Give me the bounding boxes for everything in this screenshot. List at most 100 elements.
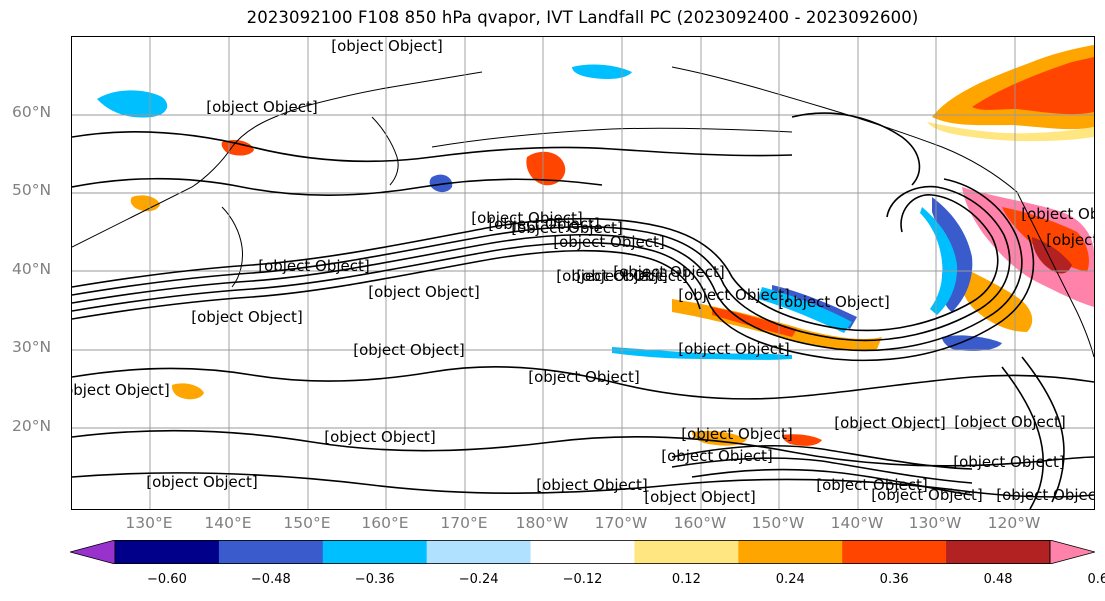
lon-label-140w: 140°W [830, 514, 884, 532]
shading-cyan-nw [97, 90, 168, 118]
colorbar-tick-label: 0.36 [879, 572, 909, 587]
lon-label-180w: 180°W [515, 514, 569, 532]
contour-label: [object Object] [953, 453, 1065, 471]
colorbar-tick-label: 0.24 [775, 572, 805, 587]
contour-south-1 [72, 365, 1094, 400]
map-canvas: [object Object] [object Object] [object … [72, 37, 1094, 509]
coastline-asia [72, 71, 483, 248]
lon-label-170w: 170°W [594, 514, 648, 532]
lon-label-170e: 170°E [440, 514, 488, 532]
contour-label: [object Object] [206, 98, 318, 116]
lat-label-60n: 60°N [12, 103, 52, 121]
contour-label: [object Object] [816, 476, 928, 494]
lat-label-30n: 30°N [12, 338, 52, 356]
colorbar-segment [842, 540, 947, 564]
colorbar-tick-label: −0.36 [354, 572, 395, 587]
contour-jet-4 [72, 234, 1035, 362]
colorbar-tick-label: −0.12 [562, 572, 603, 587]
contour-label: [object Object] [146, 473, 258, 491]
shading-orange-blob-180 [526, 151, 566, 186]
lat-label-20n: 20°N [12, 417, 52, 435]
contour-label: [object Object] [613, 263, 725, 281]
shading-red-ne [972, 57, 1094, 115]
contour-label: [object Object] [871, 486, 983, 504]
contour-label: [object Object] [331, 37, 443, 55]
colorbar-tick-label: 0.60 [1087, 572, 1105, 587]
contour-label: [object Object] [488, 215, 600, 233]
colorbar-segment [634, 540, 739, 564]
lon-label-140e: 140°E [204, 514, 252, 532]
lon-label-150e: 150°E [283, 514, 331, 532]
contour-label: [object Object] [996, 486, 1094, 504]
lon-label-120w: 120°W [987, 514, 1041, 532]
coastline-na-west [1016, 191, 1094, 358]
contour-east-south-2 [1001, 366, 1045, 509]
shading-red-coast [1002, 207, 1089, 272]
shading-cyan-east-low [942, 335, 1002, 351]
colorbar-tick-label: 0.48 [983, 572, 1013, 587]
contour-label: [object Object] [576, 267, 688, 285]
contour-label: [object Object] [644, 488, 756, 506]
colorbar-segment [426, 540, 532, 564]
colorbar-segment [946, 540, 1051, 564]
lon-label-150w: 150°W [751, 514, 805, 532]
colorbar-tick-label: −0.60 [147, 572, 187, 587]
shading-orange-coast-lower [960, 267, 1033, 332]
colorbar-segment [218, 540, 324, 564]
lon-label-160w: 160°W [673, 514, 727, 532]
contour-se-3 [691, 468, 973, 496]
contour-label: [object Object] [528, 368, 640, 386]
colorbar-tick-label: −0.48 [250, 572, 291, 587]
contour-jet-5 [72, 249, 701, 320]
contour-label: [object Object] [678, 340, 790, 358]
contour-jet-2 [72, 185, 1011, 342]
shading-orange-20n-east [782, 434, 822, 446]
shading-cyan-30n [612, 347, 792, 360]
contour-label: [object Object] [353, 341, 465, 359]
contour-east-south [1021, 356, 1065, 503]
colorbar-outline [114, 540, 1051, 564]
contour-label: [object Object] [661, 447, 773, 465]
contour-se-2 [671, 457, 973, 484]
shading-darkred-coast [1032, 237, 1072, 274]
contour-label: [object Object] [368, 283, 480, 301]
colorbar-segments [70, 540, 1095, 564]
colorbar [70, 540, 1095, 564]
lon-label-160e: 160°E [361, 514, 409, 532]
contour-east-loop [791, 112, 921, 186]
contour-north-2 [72, 177, 603, 197]
shading-yellow-ne [927, 122, 1094, 142]
colorbar-segment [738, 540, 843, 564]
contour-label-layer: [object Object] [object Object] [object … [72, 37, 1094, 506]
contour-label: [object Object] [954, 413, 1066, 431]
colorbar-tick-label: −0.24 [458, 572, 499, 587]
shading-cyan-north [572, 64, 632, 80]
coastline-aleutians [431, 127, 793, 148]
colorbar-segment [115, 540, 220, 564]
colorbar-segment [322, 540, 428, 564]
contour-jet-3 [72, 178, 1023, 352]
coastline-japan [221, 206, 243, 288]
shading-orange-nw [221, 139, 254, 156]
contour-label: [object Object] [834, 414, 946, 432]
coastline-kamchatka [371, 116, 399, 186]
contour-label: [object Object] [324, 428, 436, 446]
shading-orange-20n [692, 430, 747, 446]
shading-orange-w [130, 195, 160, 212]
contour-label: [object Object] [778, 293, 890, 311]
coastline-layer [72, 66, 1094, 358]
colorbar-extend-high [1049, 540, 1095, 564]
lat-label-40n: 40°N [12, 260, 52, 278]
contour-label: [object Object] [471, 209, 583, 227]
graticule-layer [72, 37, 1094, 509]
contour-label: [object Object] [191, 308, 303, 326]
lat-label-50n: 50°N [12, 181, 52, 199]
shading-orange-sw [172, 383, 204, 400]
map-panel: [object Object] [object Object] [object … [71, 36, 1095, 510]
contour-label: [object Object] [556, 267, 668, 285]
shading-pink-coast [962, 187, 1094, 307]
colorbar-tick-label: 0.12 [671, 572, 701, 587]
contour-label: [object Object] [681, 425, 793, 443]
colorbar-segment [530, 540, 635, 564]
contour-south-3 [72, 472, 1094, 498]
